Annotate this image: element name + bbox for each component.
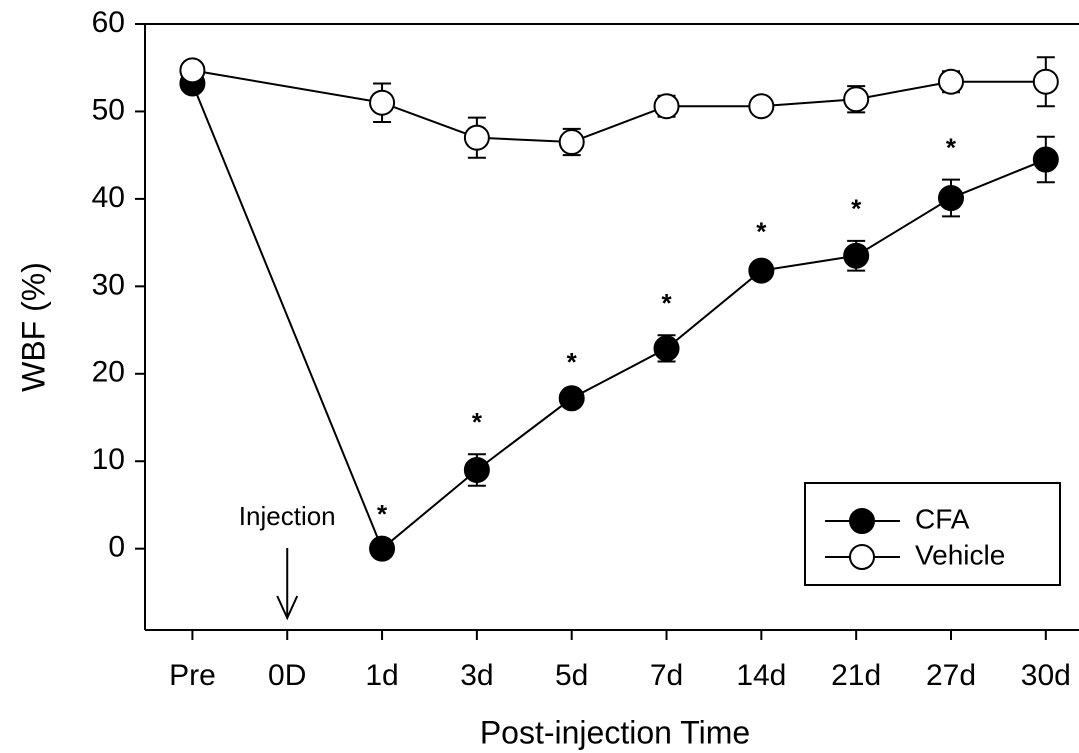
legend-label: Vehicle [915, 539, 1005, 570]
x-tick-label: 3d [460, 659, 493, 692]
marker [1032, 68, 1059, 95]
marker [843, 242, 870, 269]
marker [937, 68, 964, 95]
marker [558, 129, 585, 156]
significance-mark: * [377, 499, 388, 529]
marker [653, 93, 680, 120]
marker [369, 535, 396, 562]
x-tick-label: 5d [555, 659, 588, 692]
significance-mark: * [661, 288, 672, 318]
legend-marker [849, 508, 875, 534]
y-tick-label: 40 [92, 181, 125, 214]
significance-mark: * [851, 194, 862, 224]
significance-mark: * [472, 407, 483, 437]
y-tick-label: 0 [108, 531, 125, 564]
y-tick-label: 20 [92, 356, 125, 389]
x-tick-label: 0D [268, 659, 306, 692]
series-line [191, 83, 1047, 551]
y-tick-label: 10 [92, 443, 125, 476]
x-tick-label: 21d [831, 659, 881, 692]
marker [937, 185, 964, 212]
x-tick-label: Pre [169, 659, 216, 692]
marker [179, 57, 206, 84]
y-tick-label: 50 [92, 93, 125, 126]
annotation: Injection [239, 501, 336, 531]
y-axis-label: WBF (%) [15, 262, 51, 392]
marker [653, 335, 680, 362]
significance-mark: * [567, 347, 578, 377]
legend-label: CFA [915, 503, 970, 534]
x-tick-label: 14d [736, 659, 786, 692]
x-tick-label: 7d [650, 659, 683, 692]
x-tick-label: 1d [365, 659, 398, 692]
marker [463, 124, 490, 151]
legend-box [804, 482, 1061, 586]
x-tick-label: 30d [1021, 659, 1071, 692]
marker [843, 86, 870, 113]
marker [463, 456, 490, 483]
significance-mark: * [756, 216, 767, 246]
series-line [192, 69, 1046, 144]
x-tick-label: 27d [926, 659, 976, 692]
marker [748, 93, 775, 120]
annotation-arrow [276, 548, 299, 621]
marker [369, 89, 396, 116]
significance-mark: * [946, 133, 957, 163]
legend-marker [849, 544, 875, 570]
marker [748, 257, 775, 284]
x-axis-label: Post-injection Time [480, 714, 750, 750]
marker [558, 385, 585, 412]
y-tick-label: 60 [92, 6, 125, 39]
y-tick-label: 30 [92, 268, 125, 301]
marker [1032, 146, 1059, 173]
